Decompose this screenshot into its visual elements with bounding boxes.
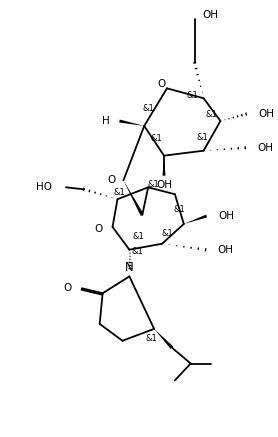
Text: &1: &1 [142, 104, 154, 113]
Text: O: O [95, 224, 103, 234]
Text: &1: &1 [150, 134, 162, 143]
Polygon shape [119, 120, 144, 126]
Text: &1: &1 [132, 232, 144, 241]
Text: O: O [107, 175, 116, 185]
Polygon shape [163, 156, 165, 175]
Text: OH: OH [257, 143, 273, 153]
Polygon shape [154, 329, 173, 349]
Polygon shape [123, 180, 144, 216]
Polygon shape [184, 215, 207, 224]
Text: OH: OH [203, 10, 219, 20]
Text: &1: &1 [174, 205, 186, 214]
Text: OH: OH [217, 245, 234, 255]
Text: &1: &1 [197, 133, 208, 142]
Text: O: O [157, 80, 165, 90]
Text: &1: &1 [147, 180, 159, 189]
Text: &1: &1 [145, 334, 157, 343]
Text: &1: &1 [131, 247, 143, 256]
Text: &1: &1 [206, 110, 217, 118]
Text: O: O [64, 283, 72, 293]
Text: &1: &1 [187, 91, 198, 100]
Text: &1: &1 [114, 188, 125, 197]
Text: &1: &1 [161, 229, 173, 238]
Text: OH: OH [219, 211, 234, 221]
Text: OH: OH [156, 180, 172, 191]
Text: H: H [102, 116, 110, 126]
Text: N: N [125, 261, 134, 274]
Text: HO: HO [36, 182, 52, 192]
Text: OH: OH [258, 109, 274, 119]
